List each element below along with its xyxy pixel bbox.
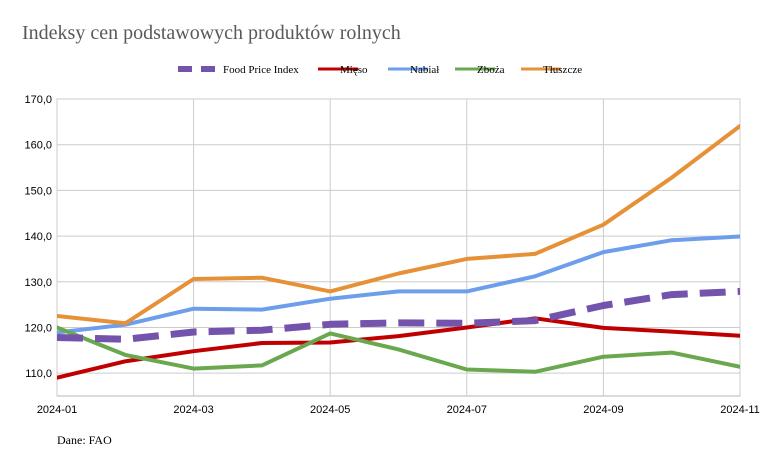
legend-label-tłuszcze: Tłuszcze xyxy=(543,64,582,76)
source-note: Dane: FAO xyxy=(57,433,112,447)
x-tick-label: 2024-09 xyxy=(583,404,623,416)
y-tick-label: 160,0 xyxy=(24,140,52,152)
y-tick-label: 150,0 xyxy=(24,185,52,197)
legend-label-nabiał: Nabiał xyxy=(410,64,439,76)
legend-label-food-price-index: Food Price Index xyxy=(223,64,299,76)
x-tick-label: 2024-05 xyxy=(310,404,350,416)
x-tick-label: 2024-07 xyxy=(447,404,487,416)
y-tick-label: 140,0 xyxy=(24,231,52,243)
series-line-zboża xyxy=(57,325,740,374)
legend-label-zboża: Zboża xyxy=(477,64,505,76)
y-tick-label: 170,0 xyxy=(24,94,52,106)
x-tick-label: 2024-03 xyxy=(173,404,213,416)
x-tick-label: 2024-01 xyxy=(37,404,77,416)
y-tick-label: 120,0 xyxy=(24,322,52,334)
series-line-tłuszcze xyxy=(57,124,740,326)
series-line-nabiał xyxy=(57,234,740,335)
legend-label-mięso: Mięso xyxy=(340,64,368,76)
y-tick-label: 130,0 xyxy=(24,277,52,289)
series-line-food-price-index xyxy=(57,287,740,343)
chart-title: Indeksy cen podstawowych produktów rolny… xyxy=(22,22,401,44)
series-line-mięso xyxy=(57,316,740,380)
x-tick-label: 2024-11 xyxy=(720,404,760,416)
y-tick-label: 110,0 xyxy=(25,368,52,380)
